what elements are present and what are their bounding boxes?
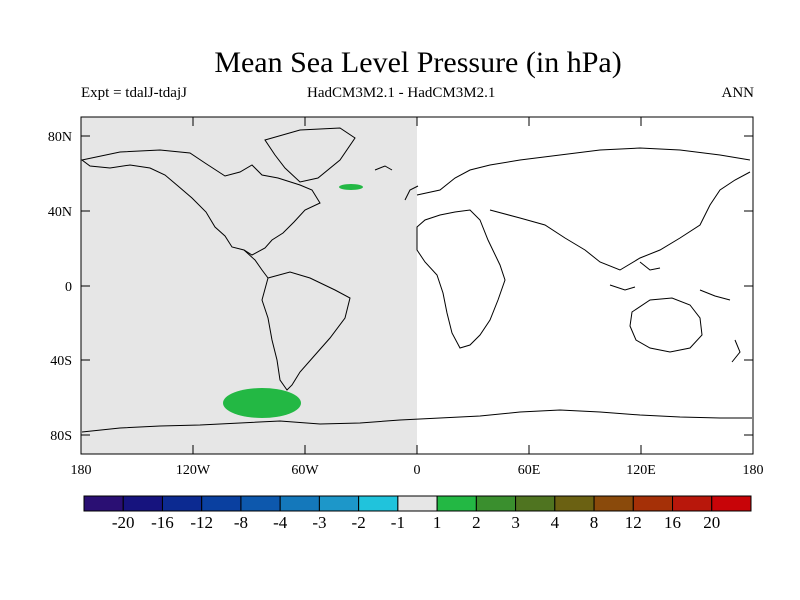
colorbar-label: 8 bbox=[590, 513, 599, 532]
colorbar-box bbox=[672, 495, 713, 512]
colorbar-label: 20 bbox=[703, 513, 720, 532]
lat-label-0: 0 bbox=[65, 280, 72, 295]
lat-label-40n: 40N bbox=[48, 205, 72, 220]
colorbar-box bbox=[632, 495, 674, 512]
colorbar-box bbox=[515, 495, 556, 512]
colorbar-label: -4 bbox=[273, 513, 288, 532]
lat-label-80n: 80N bbox=[48, 130, 72, 145]
colorbar-box bbox=[161, 495, 203, 512]
colorbar bbox=[83, 495, 752, 512]
colorbar-label: -3 bbox=[312, 513, 326, 532]
lon-label-60e: 60E bbox=[518, 463, 541, 478]
colorbar-label: 2 bbox=[472, 513, 481, 532]
colorbar-box bbox=[436, 495, 477, 512]
lon-label-180w: 180 bbox=[71, 463, 92, 478]
lon-label-180e: 180 bbox=[743, 463, 764, 478]
colorbar-box bbox=[397, 495, 438, 512]
colorbar-box bbox=[122, 495, 163, 512]
experiment-label: Expt = tdalJ-tdajJ bbox=[81, 85, 187, 101]
colorbar-label: -12 bbox=[190, 513, 213, 532]
colorbar-box bbox=[279, 495, 320, 512]
colorbar-label: -2 bbox=[352, 513, 366, 532]
lat-label-40s: 40S bbox=[50, 354, 72, 369]
lon-label-60w: 60W bbox=[291, 463, 319, 478]
lon-label-0: 0 bbox=[414, 463, 421, 478]
colorbar-box bbox=[318, 495, 360, 512]
colorbar-box bbox=[83, 495, 124, 512]
colorbar-label: -16 bbox=[151, 513, 174, 532]
colorbar-box bbox=[201, 495, 242, 512]
season-label: ANN bbox=[721, 85, 755, 101]
colorbar-box bbox=[475, 495, 517, 512]
model-label: HadCM3M2.1 - HadCM3M2.1 bbox=[307, 85, 496, 101]
colorbar-label: 12 bbox=[625, 513, 642, 532]
lon-label-120w: 120W bbox=[176, 463, 211, 478]
colorbar-label: 3 bbox=[511, 513, 520, 532]
colorbar-label: 16 bbox=[664, 513, 681, 532]
map-title: Mean Sea Level Pressure (in hPa) bbox=[214, 46, 622, 79]
lon-ticks bbox=[192, 117, 642, 454]
lon-label-120e: 120E bbox=[626, 463, 656, 478]
lat-ticks bbox=[81, 135, 753, 436]
colorbar-label: 4 bbox=[551, 513, 560, 532]
colorbar-box bbox=[593, 495, 634, 512]
anomaly-south-pacific bbox=[223, 388, 301, 418]
colorbar-label: 1 bbox=[433, 513, 442, 532]
colorbar-labels: -20 -16 -12 -8 -4 -3 -2 -1 1 2 3 4 8 12 16 20 bbox=[112, 513, 720, 532]
colorbar-box bbox=[711, 495, 752, 512]
lat-label-80s: 80S bbox=[50, 429, 72, 444]
colorbar-box bbox=[358, 495, 399, 512]
coastlines bbox=[80, 127, 752, 433]
anomaly-north-atlantic bbox=[339, 184, 363, 190]
colorbar-label: -8 bbox=[234, 513, 248, 532]
colorbar-label: -20 bbox=[112, 513, 135, 532]
colorbar-box bbox=[240, 495, 281, 512]
colorbar-box bbox=[554, 495, 595, 512]
unshaded-eastern-hemisphere bbox=[417, 117, 753, 454]
colorbar-label: -1 bbox=[391, 513, 405, 532]
